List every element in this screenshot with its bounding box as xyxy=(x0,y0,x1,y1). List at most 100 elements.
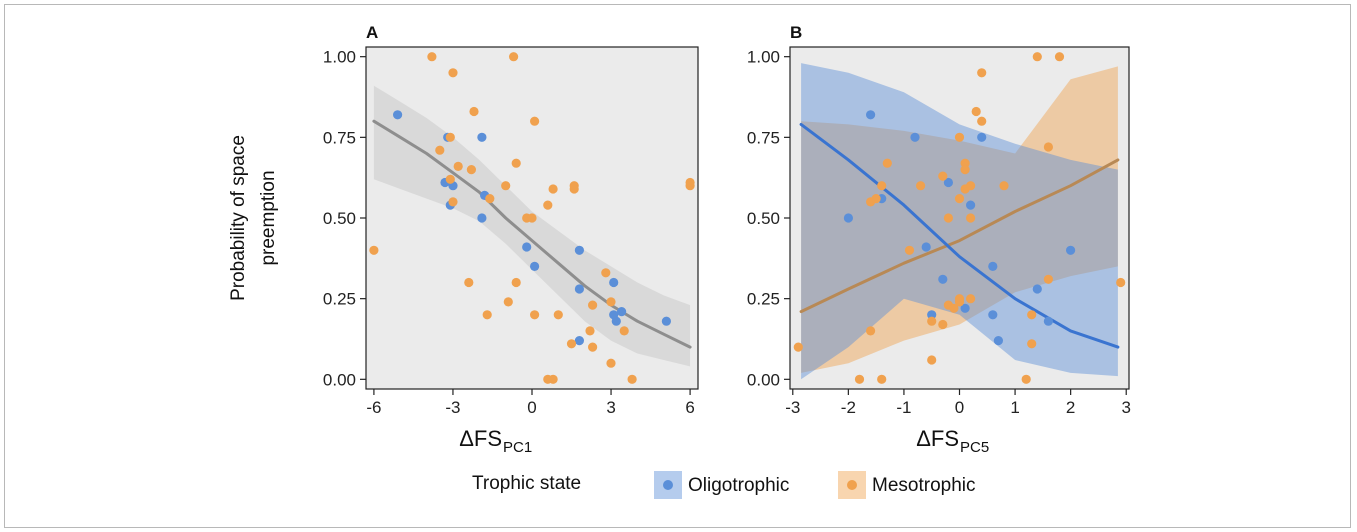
data-point-oligotrophic xyxy=(910,132,920,142)
confidence-band-overall xyxy=(373,85,691,367)
data-point-mesotrophic xyxy=(927,316,937,326)
panel-a-points xyxy=(369,52,695,384)
data-point-oligotrophic xyxy=(477,213,487,223)
data-point-mesotrophic xyxy=(553,310,563,320)
data-point-mesotrophic xyxy=(511,277,521,288)
data-point-mesotrophic xyxy=(904,245,915,255)
data-point-mesotrophic xyxy=(949,303,959,313)
data-point-mesotrophic xyxy=(999,181,1009,191)
y-axis-label-line1: Probability of space xyxy=(228,135,249,301)
x-tick-label: 1 xyxy=(1010,398,1019,417)
data-point-oligotrophic xyxy=(530,261,540,271)
data-point-mesotrophic xyxy=(977,68,987,78)
data-point-oligotrophic xyxy=(927,310,937,320)
legend-item-mesotrophic: Mesotrophic xyxy=(838,471,976,499)
data-point-mesotrophic xyxy=(1116,277,1126,288)
panel-a: A 0.00 0.25 0.50 0.75 1.00 -6 -3 0 3 6 ΔFS PC1 xyxy=(323,23,699,456)
data-point-mesotrophic xyxy=(585,326,595,336)
data-point-mesotrophic xyxy=(793,342,803,352)
data-point-mesotrophic xyxy=(966,213,976,223)
x-tick-label: -3 xyxy=(785,398,800,417)
data-point-mesotrophic xyxy=(977,116,987,126)
data-point-mesotrophic xyxy=(1043,142,1053,152)
y-tick-label: 0.50 xyxy=(323,209,356,228)
data-point-mesotrophic xyxy=(938,171,948,181)
panel-b-x-ticks: -3 -2 -1 0 1 2 3 xyxy=(785,389,1131,417)
x-tick-label: 3 xyxy=(1121,398,1130,417)
data-point-mesotrophic xyxy=(871,194,881,204)
data-point-oligotrophic xyxy=(609,277,619,288)
y-tick-label: 0.25 xyxy=(323,290,356,309)
legend-dot-mesotrophic xyxy=(847,480,857,490)
fit-line-mesotrophic xyxy=(799,158,1120,314)
data-point-mesotrophic xyxy=(453,161,463,171)
data-point-oligotrophic xyxy=(960,303,970,313)
data-point-mesotrophic xyxy=(445,132,455,142)
y-tick-label: 0.50 xyxy=(747,209,780,228)
data-point-mesotrophic xyxy=(445,174,455,184)
panel-b: B 0.00 0.25 0.50 0.75 1.00 -3 -2 -1 0 1 2 3 ΔFS PC… xyxy=(747,23,1131,456)
y-tick-label: 0.25 xyxy=(747,290,780,309)
panel-b-points xyxy=(793,52,1126,384)
x-tick-label: 0 xyxy=(955,398,964,417)
confidence-band-mesotrophic xyxy=(801,66,1118,373)
data-point-mesotrophic xyxy=(866,326,876,336)
x-tick-label: 0 xyxy=(527,398,536,417)
data-point-mesotrophic xyxy=(601,268,611,278)
data-point-mesotrophic xyxy=(530,116,540,126)
data-point-mesotrophic xyxy=(566,339,577,349)
data-point-mesotrophic xyxy=(569,184,579,194)
y-tick-label: 0.00 xyxy=(323,370,356,389)
x-tick-label: -3 xyxy=(445,398,460,417)
data-point-mesotrophic xyxy=(927,355,937,365)
x-tick-label: -6 xyxy=(366,398,381,417)
data-point-oligotrophic xyxy=(574,245,585,255)
panel-a-x-label-sub: PC1 xyxy=(503,439,532,456)
data-point-oligotrophic xyxy=(1043,316,1053,326)
data-point-oligotrophic xyxy=(617,307,627,317)
data-point-oligotrophic xyxy=(866,110,876,120)
data-point-oligotrophic xyxy=(1066,245,1076,255)
data-point-oligotrophic xyxy=(393,110,403,120)
data-point-mesotrophic xyxy=(1027,339,1037,349)
x-tick-label: 2 xyxy=(1066,398,1075,417)
data-point-mesotrophic xyxy=(511,158,521,168)
panel-b-x-label-sub: PC5 xyxy=(960,439,989,456)
data-point-mesotrophic xyxy=(960,158,970,168)
data-point-mesotrophic xyxy=(1043,274,1053,284)
panel-a-y-ticks: 0.00 0.25 0.50 0.75 1.00 xyxy=(323,48,366,389)
fit-line-overall xyxy=(372,119,692,349)
data-point-mesotrophic xyxy=(466,165,476,175)
panel-a-fit-line xyxy=(372,119,692,349)
data-point-mesotrophic xyxy=(482,310,492,320)
data-point-mesotrophic xyxy=(427,52,437,62)
data-point-mesotrophic xyxy=(938,319,948,330)
panel-a-x-ticks: -6 -3 0 3 6 xyxy=(366,389,695,417)
data-point-mesotrophic xyxy=(369,245,379,255)
legend-dot-oligotrophic xyxy=(663,480,673,490)
data-point-oligotrophic xyxy=(1032,284,1042,294)
data-point-oligotrophic xyxy=(966,200,976,210)
data-point-mesotrophic xyxy=(501,181,511,191)
legend-item-oligotrophic: Oligotrophic xyxy=(654,471,789,499)
y-tick-label: 0.00 xyxy=(747,370,780,389)
panel-b-fit-lines xyxy=(799,122,1120,349)
panel-a-letter: A xyxy=(366,23,378,42)
data-point-mesotrophic xyxy=(954,194,965,204)
data-point-mesotrophic xyxy=(1027,310,1037,320)
legend-label-mesotrophic: Mesotrophic xyxy=(872,475,976,496)
legend-title: Trophic state xyxy=(472,473,581,494)
data-point-mesotrophic xyxy=(530,310,540,320)
data-point-mesotrophic xyxy=(877,181,887,191)
data-point-oligotrophic xyxy=(522,242,532,252)
data-point-mesotrophic xyxy=(435,145,445,155)
data-point-mesotrophic xyxy=(527,213,537,223)
data-point-mesotrophic xyxy=(943,213,954,223)
panel-b-y-ticks: 0.00 0.25 0.50 0.75 1.00 xyxy=(747,48,790,389)
panel-a-confidence-band xyxy=(373,85,691,367)
data-point-oligotrophic xyxy=(921,242,931,252)
x-tick-label: -1 xyxy=(896,398,911,417)
data-point-oligotrophic xyxy=(611,316,621,326)
y-axis-label-line2: preemption xyxy=(258,170,279,265)
